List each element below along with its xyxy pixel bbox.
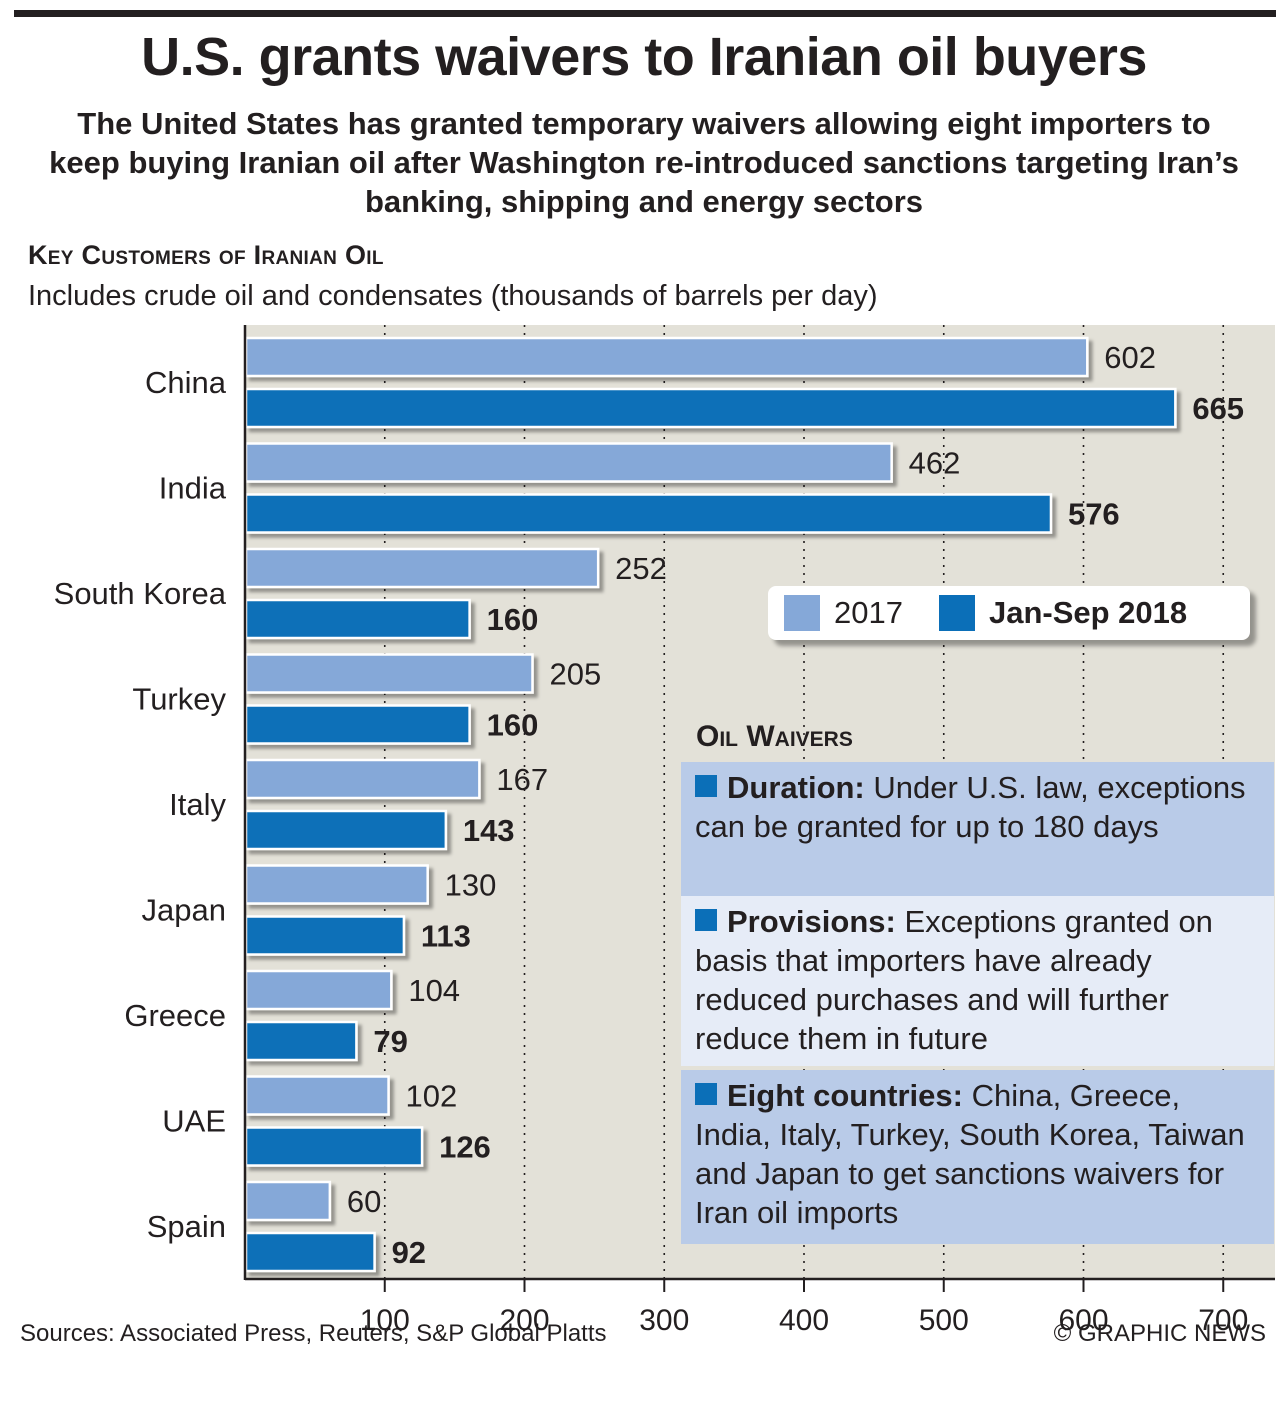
waiver-text: Exceptions granted on basis that importe…	[695, 904, 1213, 1056]
bar	[244, 864, 429, 905]
sources-note: Sources: Associated Press, Reuters, S&P …	[20, 1320, 607, 1347]
x-tick-label: 200	[499, 1304, 549, 1337]
waiver-label: Provisions:	[727, 904, 896, 939]
x-tick-label: 100	[360, 1304, 410, 1337]
waivers-title: Oil Waivers	[696, 720, 853, 753]
data-label: 92	[392, 1235, 426, 1270]
top-rule	[14, 10, 1276, 17]
waiver-provisions: Provisions: Exceptions granted on basis …	[681, 896, 1274, 1066]
category-label: Japan	[142, 893, 226, 928]
category-label: UAE	[162, 1104, 226, 1139]
category-label: Italy	[169, 787, 226, 822]
category-label: South Korea	[54, 576, 227, 611]
legend-swatch-2018	[938, 595, 975, 631]
x-ticks: 100 200 300 400 500 600 700	[360, 1279, 1248, 1337]
data-label: 665	[1192, 391, 1244, 426]
copyright-credit: © GRAPHIC NEWS	[1053, 1320, 1266, 1347]
labels-group: China 602 665 India 462 576 South Korea 252 160 T…	[54, 340, 1244, 1270]
page-title: U.S. grants waivers to Iranian oil buyer…	[141, 27, 1147, 87]
bar	[244, 809, 448, 851]
bar	[244, 598, 471, 640]
x-tick-label: 400	[779, 1304, 829, 1337]
legend-item-2017: 2017	[784, 595, 903, 631]
category-label: China	[145, 365, 227, 400]
bar	[244, 1231, 376, 1273]
legend-item-2018: Jan-Sep 2018	[938, 595, 1188, 631]
category-label: Spain	[147, 1209, 226, 1244]
bar	[244, 442, 893, 483]
data-label: 167	[496, 762, 548, 797]
bar	[244, 1020, 358, 1062]
data-label: 130	[445, 868, 497, 903]
data-label: 205	[549, 657, 601, 692]
bullet-square-icon	[695, 775, 717, 797]
bar	[244, 704, 471, 745]
legend-label-2018: Jan-Sep 2018	[988, 595, 1188, 630]
chart-subtitle: Includes crude oil and condensates (thou…	[28, 280, 878, 312]
bar	[244, 1180, 332, 1222]
data-label: 102	[406, 1079, 458, 1114]
waiver-label: Duration:	[727, 770, 865, 805]
bar	[244, 493, 1053, 534]
data-label: 462	[909, 446, 961, 481]
waiver-duration: Duration: Under U.S. law, exceptions can…	[681, 762, 1274, 896]
data-label: 252	[615, 551, 667, 586]
data-label: 602	[1104, 340, 1156, 375]
bar	[244, 653, 534, 694]
x-tick-label: 600	[1058, 1304, 1108, 1337]
data-label: 113	[421, 919, 471, 954]
waiver-text: Under U.S. law, exceptions can be grante…	[695, 770, 1246, 844]
bar	[244, 915, 406, 956]
category-label: Turkey	[132, 682, 226, 717]
data-label: 79	[373, 1024, 407, 1059]
category-label: India	[159, 471, 227, 506]
data-label: 104	[408, 973, 460, 1008]
chart-title: Key Customers of Iranian Oil	[28, 240, 384, 270]
waiver-text: China, Greece, India, Italy, Turkey, Sou…	[695, 1078, 1245, 1230]
data-label: 576	[1068, 497, 1120, 532]
bar	[244, 1075, 390, 1116]
data-label: 160	[487, 708, 539, 743]
x-tick-label: 500	[919, 1304, 969, 1337]
data-label: 126	[439, 1130, 491, 1165]
bullet-square-icon	[695, 1083, 717, 1105]
legend-swatch-2017	[784, 595, 820, 631]
waiver-label: Eight countries:	[727, 1078, 963, 1113]
bars-group	[244, 336, 1177, 1273]
bar	[244, 1126, 424, 1167]
data-label: 160	[487, 602, 539, 637]
data-label: 143	[463, 813, 515, 848]
category-label: Greece	[124, 998, 226, 1033]
x-tick-label: 300	[639, 1304, 689, 1337]
legend: 2017 Jan-Sep 2018	[768, 586, 1250, 640]
x-tick-label: 700	[1198, 1304, 1248, 1337]
bar	[244, 758, 481, 800]
bar	[244, 387, 1177, 429]
page-subtitle: The United States has granted temporary …	[49, 106, 1239, 219]
bar	[244, 969, 393, 1011]
bar	[244, 547, 600, 589]
bar	[244, 336, 1089, 378]
data-label: 60	[347, 1184, 381, 1219]
bullet-square-icon	[695, 909, 717, 931]
waiver-eight-countries: Eight countries: China, Greece, India, I…	[681, 1070, 1274, 1244]
legend-label-2017: 2017	[834, 595, 903, 630]
